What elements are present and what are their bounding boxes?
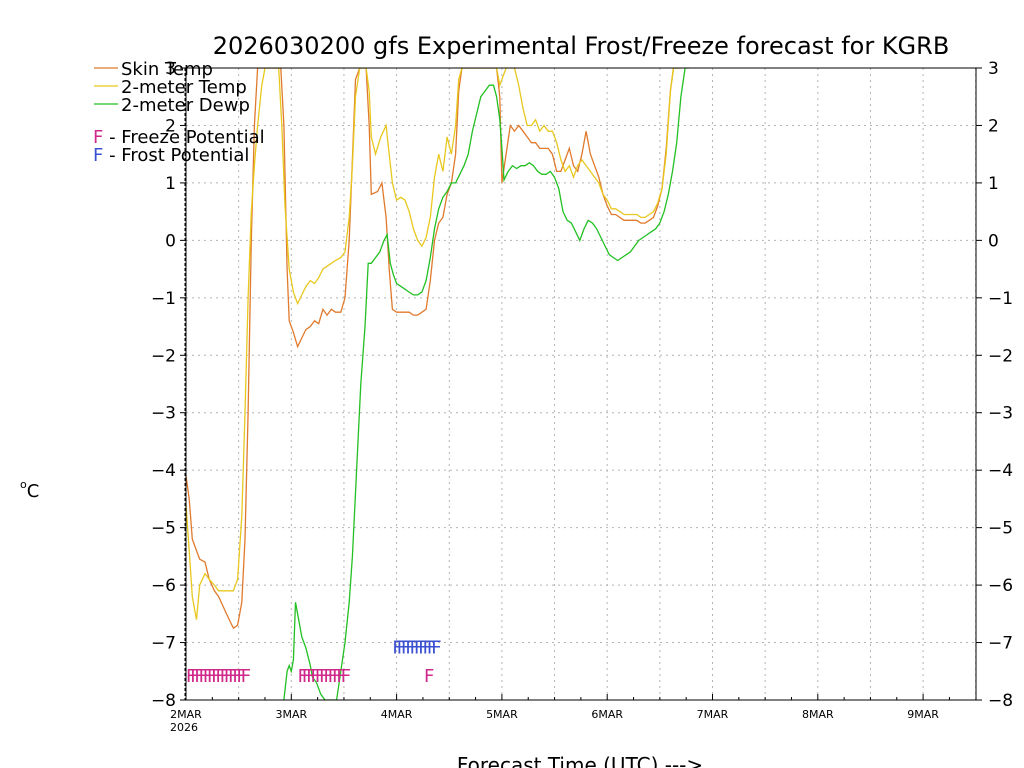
series-layer bbox=[186, 68, 690, 700]
flag-letter: F bbox=[414, 637, 424, 658]
flag-letter: F bbox=[203, 666, 213, 687]
x-year-label: 2026 bbox=[170, 721, 198, 734]
x-tick-label: 4MAR bbox=[381, 708, 413, 721]
x-tick-label: 6MAR bbox=[591, 708, 623, 721]
series-line-skin-temp bbox=[186, 68, 681, 630]
x-axis-label: Forecast Time (UTC) ---> bbox=[457, 753, 703, 768]
flag-letter: F bbox=[241, 666, 251, 687]
x-tick-label: 8MAR bbox=[802, 708, 834, 721]
legend-entry: 2-meter Dewp bbox=[121, 95, 250, 116]
flag-letter: F bbox=[341, 666, 351, 687]
y-tick-label-right: −1 bbox=[988, 289, 1013, 309]
flag-letter: F bbox=[207, 666, 217, 687]
y-tick-label-right: 1 bbox=[988, 174, 999, 194]
flag-letter: F bbox=[423, 637, 433, 658]
legend-entry: 2-meter Temp bbox=[121, 77, 247, 98]
x-tick-label: 9MAR bbox=[907, 708, 939, 721]
flag-letter: F bbox=[332, 666, 342, 687]
y-tick-label-left: −2 bbox=[151, 346, 176, 366]
flag-letter: F bbox=[194, 666, 204, 687]
flag-letter: F bbox=[302, 666, 312, 687]
y-tick-label-left: −6 bbox=[151, 576, 176, 596]
x-axis-ticks: 2MAR 3MAR 4MAR 5MAR 6MAR 7MAR 8MAR 9MAR bbox=[170, 694, 950, 721]
flag-letter: F bbox=[220, 666, 230, 687]
y-axis-ticks: 3 3 2 2 1 1 0 0 −1 −1 −2 −2 −3 −3 −4 −4 −5 −5 −6 −6 −7 −7 −8 −8 bbox=[151, 59, 1013, 711]
x-tick-label: 2MAR bbox=[170, 708, 202, 721]
flag-letter: F bbox=[237, 666, 247, 687]
plot-frame bbox=[185, 67, 977, 701]
y-tick-label-left: −5 bbox=[151, 519, 176, 539]
flag-letter: F bbox=[306, 666, 316, 687]
y-tick-label-right: −3 bbox=[988, 404, 1013, 424]
flag-letter: F bbox=[224, 666, 234, 687]
y-tick-label-right: 3 bbox=[988, 59, 999, 79]
flag-letter: F bbox=[315, 666, 325, 687]
flag-letter: F bbox=[199, 666, 209, 687]
flag-letter: F bbox=[186, 666, 196, 687]
flag-letter: F bbox=[392, 637, 402, 658]
flag-letter: F bbox=[232, 666, 242, 687]
freeze-potential-day4: F bbox=[424, 666, 434, 687]
y-tick-label-left: −3 bbox=[151, 404, 176, 424]
flag-legend-label: - Freeze Potential bbox=[103, 127, 264, 148]
flag-letter: F bbox=[311, 666, 321, 687]
y-axis-unit: C bbox=[27, 481, 40, 502]
flag-letter: F bbox=[401, 637, 411, 658]
flag-letter: F bbox=[397, 637, 407, 658]
flag-legend-letter: F bbox=[93, 145, 103, 166]
y-tick-label-right: −6 bbox=[988, 576, 1013, 596]
flag-letter: F bbox=[190, 666, 200, 687]
y-axis-label: oC bbox=[20, 478, 39, 502]
flag-letter: F bbox=[211, 666, 221, 687]
chart-title: 2026030200 gfs Experimental Frost/Freeze… bbox=[213, 32, 950, 60]
y-tick-label-left: −8 bbox=[151, 691, 176, 711]
legend-entry: Skin Temp bbox=[121, 59, 213, 80]
flag-letter: F bbox=[405, 637, 415, 658]
y-tick-label-right: −8 bbox=[988, 691, 1013, 711]
y-tick-label-right: 2 bbox=[988, 116, 999, 136]
y-tick-label-right: −4 bbox=[988, 461, 1013, 481]
flag-legend-letter: F bbox=[93, 127, 103, 148]
flag-letter: F bbox=[319, 666, 329, 687]
flag-letter: F bbox=[424, 666, 434, 687]
flag-letter: F bbox=[328, 666, 338, 687]
y-tick-label-left: 0 bbox=[165, 231, 176, 251]
series-line-2-meter-temp bbox=[186, 68, 681, 620]
x-tick-label: 7MAR bbox=[697, 708, 729, 721]
flag-letter: F bbox=[228, 666, 238, 687]
x-tick-label: 5MAR bbox=[486, 708, 518, 721]
series-line-2-meter-dewp bbox=[283, 68, 690, 700]
y-tick-label-right: −7 bbox=[988, 634, 1013, 654]
y-tick-label-left: −7 bbox=[151, 634, 176, 654]
y-tick-label-right: −5 bbox=[988, 519, 1013, 539]
flag-letter: F bbox=[298, 666, 308, 687]
y-tick-label-left: 3 bbox=[165, 59, 176, 79]
gridlines bbox=[186, 68, 977, 700]
flag-letter: F bbox=[431, 637, 441, 658]
x-tick-label: 3MAR bbox=[275, 708, 307, 721]
flag-letter: F bbox=[215, 666, 225, 687]
y-tick-label-left: −4 bbox=[151, 461, 176, 481]
flag-legend-entry: F - Freeze Potential bbox=[93, 127, 265, 148]
flag-letter: F bbox=[336, 666, 346, 687]
flag-legend-entry: F - Frost Potential bbox=[93, 145, 249, 166]
y-tick-label-left: −1 bbox=[151, 289, 176, 309]
degree-mark: o bbox=[20, 478, 27, 491]
y-tick-label-right: 0 bbox=[988, 231, 999, 251]
y-tick-label-right: −2 bbox=[988, 346, 1013, 366]
y-tick-label-left: 2 bbox=[165, 116, 176, 136]
flag-letter: F bbox=[418, 637, 428, 658]
flag-letter: F bbox=[410, 637, 420, 658]
flag-letter: F bbox=[323, 666, 333, 687]
flag-legend-label: - Frost Potential bbox=[103, 145, 249, 166]
flag-letter: F bbox=[427, 637, 437, 658]
y-tick-label-left: 1 bbox=[165, 174, 176, 194]
